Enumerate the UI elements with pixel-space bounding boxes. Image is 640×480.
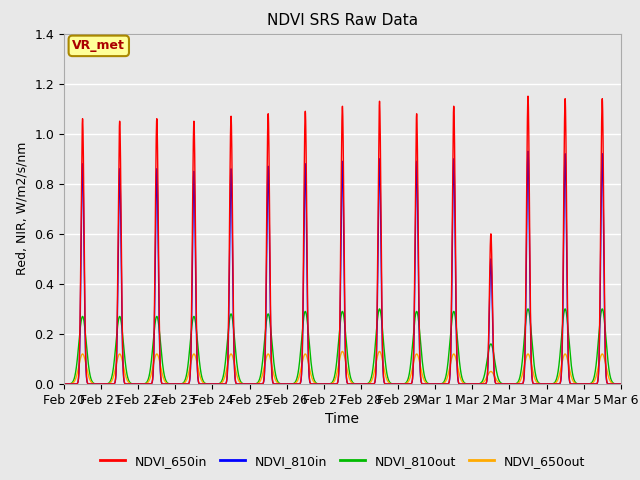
Y-axis label: Red, NIR, W/m2/s/nm: Red, NIR, W/m2/s/nm — [16, 142, 29, 276]
X-axis label: Time: Time — [325, 412, 360, 426]
Text: VR_met: VR_met — [72, 39, 125, 52]
Title: NDVI SRS Raw Data: NDVI SRS Raw Data — [267, 13, 418, 28]
Legend: NDVI_650in, NDVI_810in, NDVI_810out, NDVI_650out: NDVI_650in, NDVI_810in, NDVI_810out, NDV… — [95, 450, 590, 473]
